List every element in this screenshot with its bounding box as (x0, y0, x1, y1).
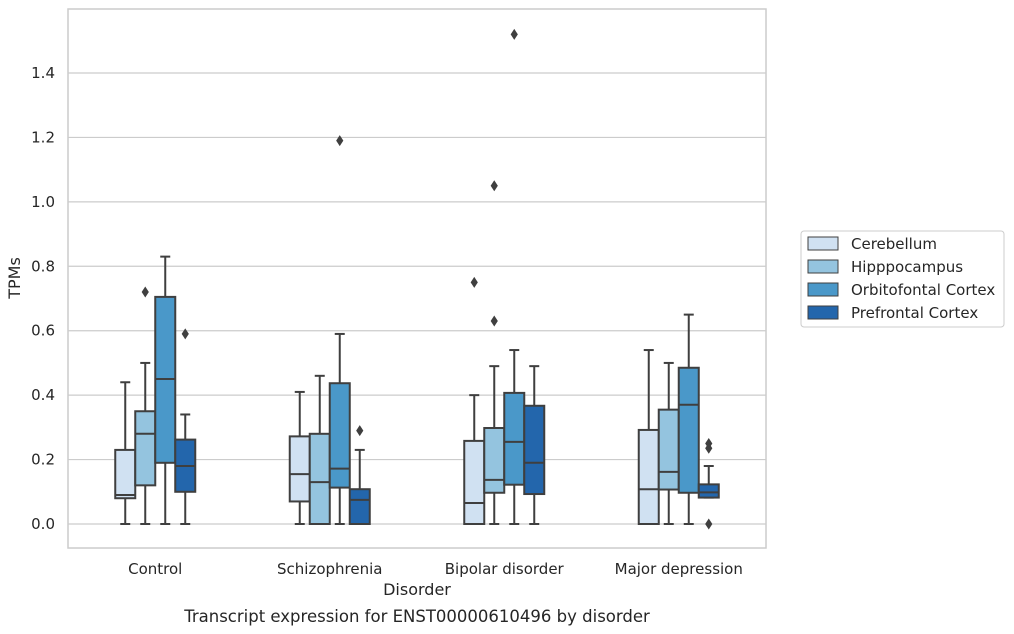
box-hipppocampus (483, 180, 506, 525)
box-body (657, 408, 680, 491)
box-cerebellum (463, 276, 486, 525)
x-axis-ticks: Control Schizophrenia Bipolar disorder Majo… (128, 560, 743, 578)
outlier-point (490, 315, 498, 327)
box-hipppocampus (308, 374, 331, 525)
x-tick-label: Bipolar disorder (445, 560, 565, 578)
box-body (637, 428, 660, 526)
outlier-point (336, 135, 344, 147)
box-orbitofontal-cortex (677, 313, 700, 525)
legend-swatch (807, 259, 839, 274)
x-axis-label: Disorder (383, 580, 451, 599)
outlier-point (470, 276, 478, 288)
box-prefrontal-cortex (523, 365, 546, 525)
outlier-point (356, 425, 364, 437)
box-body (134, 410, 157, 487)
box-hipppocampus (134, 286, 157, 525)
plot-frame (67, 8, 767, 549)
box-body (328, 382, 351, 489)
x-tick-label: Major depression (615, 560, 743, 578)
legend-swatch (807, 282, 839, 297)
y-tick-label: 0.8 (31, 257, 55, 275)
chart-caption: Transcript expression for ENST0000061049… (183, 607, 650, 626)
y-axis-ticks: 0.0 0.2 0.4 0.6 0.8 1.0 1.2 1.4 (31, 64, 55, 533)
x-tick-label: Schizophrenia (277, 560, 382, 578)
box-orbitofontal-cortex (328, 135, 351, 525)
box-body (308, 432, 331, 525)
y-tick-label: 1.2 (31, 128, 55, 146)
box-cerebellum (637, 349, 660, 526)
box-series (114, 28, 720, 530)
outlier-point (490, 180, 498, 192)
box-body (483, 427, 506, 494)
box-body (348, 488, 371, 525)
box-body (697, 483, 720, 499)
legend-label: Orbitofontal Cortex (851, 281, 995, 299)
box-cerebellum (288, 390, 311, 525)
y-tick-label: 0.4 (31, 386, 55, 404)
box-cerebellum (114, 381, 137, 525)
legend-swatch (807, 236, 839, 251)
legend-label: Hipppocampus (851, 258, 963, 276)
y-axis-label: TPMs (5, 257, 24, 300)
legend-label: Cerebellum (851, 235, 937, 253)
outlier-point (705, 518, 713, 530)
y-tick-label: 1.0 (31, 193, 55, 211)
legend-label: Prefrontal Cortex (851, 304, 978, 322)
legend: Cerebellum Hipppocampus Orbitofontal Corte… (800, 230, 1005, 328)
legend-swatch (807, 305, 839, 320)
y-tick-label: 0.6 (31, 322, 55, 340)
outlier-point (705, 437, 713, 449)
box-body (288, 435, 311, 503)
outlier-point (181, 328, 189, 340)
box-orbitofontal-cortex (503, 28, 526, 525)
box-orbitofontal-cortex (154, 255, 177, 525)
outlier-point (141, 286, 149, 298)
box-body (114, 448, 137, 500)
x-tick-label: Control (128, 560, 182, 578)
outlier-point (510, 28, 518, 40)
box-prefrontal-cortex (348, 425, 371, 525)
y-tick-label: 0.0 (31, 515, 55, 533)
box-prefrontal-cortex (174, 328, 197, 525)
box-body (463, 439, 486, 525)
box-hipppocampus (657, 361, 680, 525)
box-body (503, 391, 526, 486)
box-body (523, 404, 546, 496)
y-tick-label: 1.4 (31, 64, 55, 82)
box-body (677, 366, 700, 494)
legend-frame (800, 230, 1005, 328)
y-tick-label: 0.2 (31, 451, 55, 469)
box-prefrontal-cortex (697, 437, 720, 530)
